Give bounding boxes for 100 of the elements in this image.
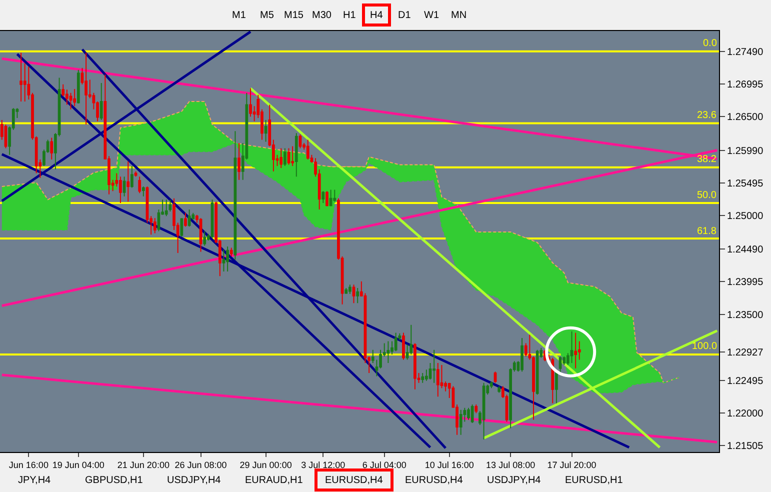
candlestick [467, 407, 470, 420]
candlestick [238, 142, 240, 180]
candlestick [69, 92, 72, 110]
y-tick-label: 1.26995 [727, 80, 764, 91]
x-tick-label: 13 Jul 08:00 [486, 460, 536, 470]
candlestick [421, 372, 424, 384]
candlestick [76, 69, 80, 104]
candlestick [555, 371, 558, 404]
text: D1 [398, 10, 412, 21]
annotation: 0.0 [703, 38, 718, 49]
x-tick-label: 29 Jun 00:00 [240, 460, 292, 470]
text: H1 [343, 10, 356, 21]
y-tick-label: 1.23995 [727, 277, 764, 288]
x-tick-label: 3 Jul 12:00 [301, 460, 346, 470]
candlestick [470, 404, 474, 424]
candlestick [520, 338, 524, 372]
x-tick-label: 26 Jun 08:00 [174, 460, 227, 470]
candlestick [164, 199, 168, 217]
candlestick [558, 356, 562, 374]
candlestick [4, 124, 8, 149]
candlestick [283, 148, 286, 167]
text: M1 [232, 10, 246, 21]
candlestick [188, 209, 191, 228]
candlestick [249, 88, 252, 118]
y-tick-label: 1.26500 [727, 112, 764, 124]
y-tick-label: 1.22495 [727, 376, 764, 388]
text: USDJPY,H4 [487, 475, 542, 486]
text: EURUSD,H4 [325, 475, 384, 486]
text: M5 [260, 10, 274, 21]
candlestick [329, 189, 332, 207]
x-tick-label: 19 Jun 04:00 [52, 460, 104, 470]
text: H4 [370, 10, 384, 21]
candlestick [126, 160, 130, 202]
candlestick [264, 119, 268, 142]
y-tick-label: 1.22000 [727, 408, 764, 420]
candlestick [122, 176, 126, 197]
candlestick [536, 349, 539, 396]
candlestick [230, 247, 233, 257]
text: EURAUD,H1 [245, 475, 304, 486]
candlestick [119, 176, 122, 204]
candlestick [432, 349, 436, 384]
y-tick-label: 1.27490 [727, 46, 764, 58]
candlestick [50, 137, 54, 160]
candlestick [326, 190, 328, 207]
candlestick [73, 88, 76, 107]
y-tick-label: 1.24490 [727, 244, 764, 256]
text: M15 [284, 10, 304, 21]
candlestick [100, 82, 103, 120]
candlestick [84, 52, 88, 126]
candlestick [280, 148, 283, 169]
candlestick [287, 148, 290, 166]
candlestick [352, 284, 356, 304]
candlestick [168, 199, 172, 212]
candlestick [498, 386, 501, 394]
y-tick-label: 1.21505 [727, 441, 764, 452]
candlestick [291, 146, 294, 167]
annotation: 50.0 [697, 190, 717, 201]
candlestick [459, 409, 462, 436]
candlestick [138, 176, 142, 194]
candlestick [570, 330, 574, 364]
candlestick [20, 52, 22, 102]
candlestick [222, 249, 226, 272]
text: EURUSD,H4 [405, 475, 464, 486]
y-tick-label: 1.25990 [727, 146, 764, 157]
candlestick [394, 332, 398, 352]
annotation: 61.8 [697, 226, 717, 237]
candlestick [474, 404, 478, 414]
candlestick [386, 340, 390, 364]
candlestick [356, 287, 360, 304]
x-tick-label: 17 Jul 20:00 [547, 460, 596, 470]
candlestick [306, 139, 310, 160]
x-tick-label: 21 Jun 20:00 [117, 460, 170, 470]
text: JPY,H4 [18, 475, 52, 486]
candlestick [344, 287, 348, 294]
annotation: 100.0 [692, 341, 718, 352]
candlestick [134, 170, 138, 178]
candlestick [574, 332, 578, 369]
text: M30 [312, 10, 332, 21]
candlestick [333, 189, 336, 202]
candlestick [184, 212, 187, 228]
x-tick-label: 10 Jul 16:00 [424, 460, 474, 470]
candlestick [199, 218, 202, 252]
candlestick [153, 218, 156, 234]
y-tick-label: 1.25495 [727, 178, 764, 190]
candlestick [482, 382, 486, 440]
candlestick [298, 134, 302, 149]
candlestick [348, 284, 352, 294]
candlestick [180, 218, 184, 238]
text: EURUSD,H1 [565, 475, 624, 486]
candlestick [402, 332, 405, 360]
candlestick [494, 371, 497, 384]
candlestick [203, 230, 206, 246]
candlestick [436, 362, 440, 398]
x-tick-label: 6 Jul 04:00 [362, 460, 406, 470]
text: USDJPY,H4 [167, 475, 222, 486]
candlestick [294, 132, 298, 178]
candlestick [130, 166, 134, 188]
candlestick [142, 186, 145, 197]
text: GBPUSD,H1 [85, 475, 144, 486]
y-tick-label: 1.23500 [727, 310, 764, 321]
